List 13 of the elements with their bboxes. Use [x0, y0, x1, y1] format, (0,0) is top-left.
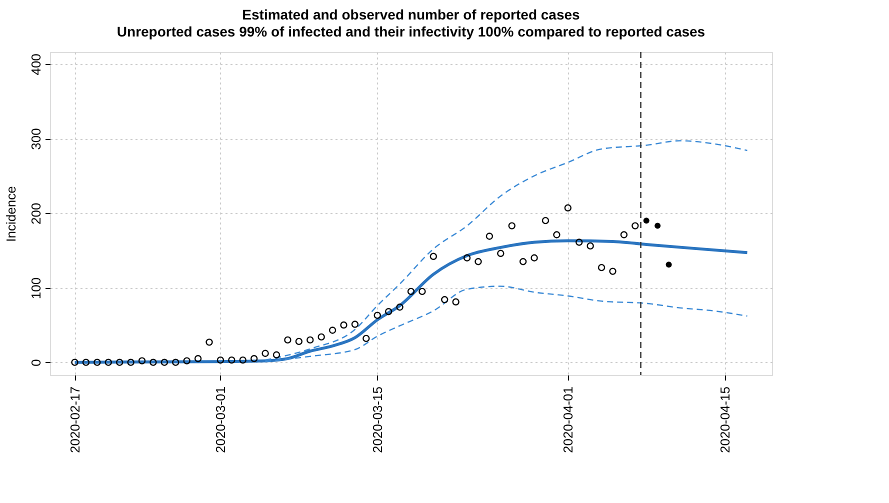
y-tick-label: 400: [28, 54, 44, 76]
y-tick-label: 100: [28, 277, 44, 300]
y-tick-label: 0: [28, 359, 44, 366]
y-tick-label: 200: [28, 202, 44, 224]
chart-subtitle: Unreported cases 99% of infected and their infectivity 100% compared to reported cases: [116, 23, 706, 40]
x-tick-label: 2020-04-01: [560, 386, 576, 453]
y-axis-title: Incidence: [4, 186, 18, 242]
chart-title: Estimated and observed number of reported cases: [242, 6, 580, 22]
y-tick-label: 300: [28, 128, 44, 150]
x-tick-label: 2020-04-15: [717, 386, 732, 453]
x-tick-label: 2020-02-17: [67, 386, 82, 453]
x-tick-label: 2020-03-01: [212, 386, 228, 453]
x-tick-label: 2020-03-15: [370, 386, 385, 453]
